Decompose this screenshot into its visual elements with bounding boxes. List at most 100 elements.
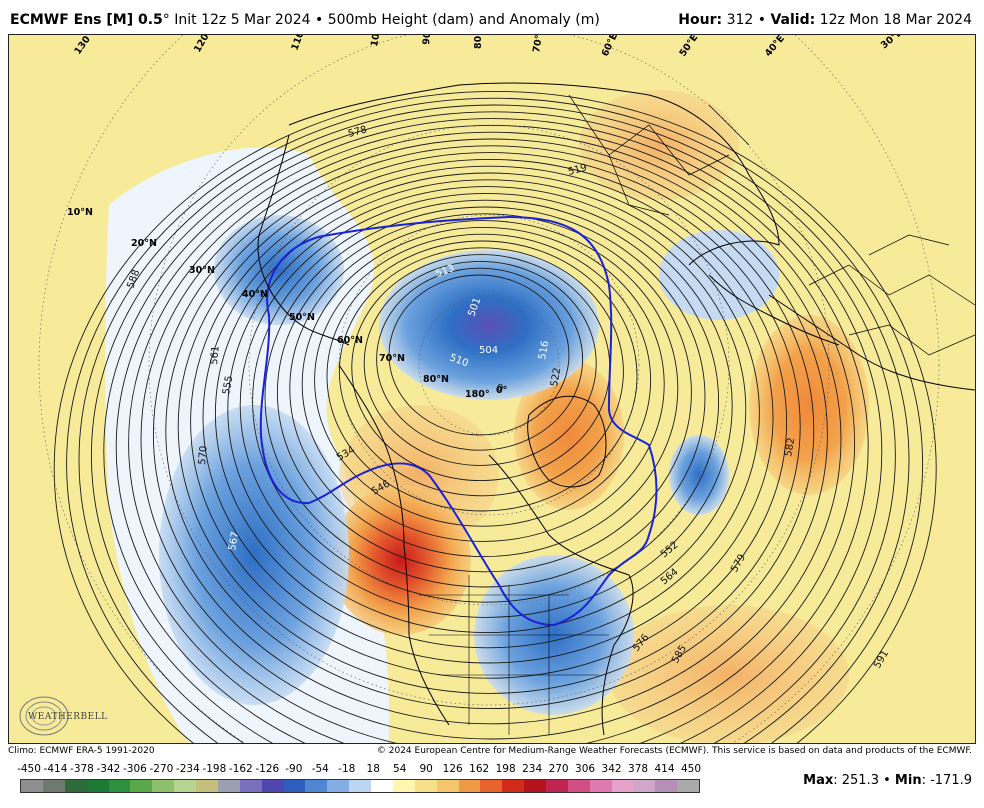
height-contour-line bbox=[165, 152, 815, 710]
trough-540-line bbox=[259, 215, 658, 627]
colorbar-label: -414 bbox=[43, 763, 68, 775]
colorbar-swatch bbox=[677, 780, 700, 792]
latitude-label: 30°N bbox=[189, 265, 215, 276]
max-min-separator: • bbox=[878, 773, 895, 788]
height-contour-line bbox=[314, 233, 652, 527]
country-borders-europe bbox=[568, 94, 750, 216]
min-value: : -171.9 bbox=[921, 773, 972, 788]
height-contour-line bbox=[190, 165, 788, 679]
colorbar-swatch bbox=[283, 780, 306, 792]
anomaly-warm-east-europe bbox=[579, 90, 739, 200]
height-contour-line bbox=[239, 192, 733, 618]
colorbar-label: 342 bbox=[601, 763, 622, 775]
colorbar-label: -270 bbox=[149, 763, 174, 775]
colorbar-label: 414 bbox=[654, 763, 675, 775]
copyright-credit: © 2024 European Centre for Medium-Range … bbox=[376, 746, 972, 756]
max-value: : 251.3 bbox=[833, 773, 879, 788]
latitude-label: 10°N bbox=[67, 207, 93, 218]
colorbar-swatch bbox=[349, 780, 371, 792]
contour-label: 516 bbox=[537, 340, 551, 361]
height-contour-line bbox=[53, 91, 937, 743]
height-contour-line bbox=[202, 172, 774, 664]
degree-sign: ° bbox=[162, 12, 170, 28]
colorbar-swatch bbox=[130, 780, 153, 792]
coast-greenland bbox=[527, 395, 607, 488]
colorbar-swatch bbox=[108, 780, 131, 792]
colorbar-swatch bbox=[196, 780, 218, 792]
height-contour-line bbox=[388, 274, 570, 436]
longitude-label: 0° bbox=[496, 385, 507, 396]
height-contour-line bbox=[78, 104, 910, 743]
colorbar-swatch bbox=[436, 780, 459, 792]
state-borders-us bbox=[419, 575, 609, 735]
longitude-label: 180° bbox=[465, 389, 490, 400]
colorbar-label: -54 bbox=[311, 763, 329, 775]
height-contour-line bbox=[214, 179, 760, 649]
max-min-readout: Max: 251.3 • Min: -171.9 bbox=[803, 773, 972, 788]
longitude-label: 80°E bbox=[473, 35, 484, 49]
climo-credit: Climo: ECMWF ERA-5 1991-2020 bbox=[8, 746, 155, 756]
contour-label: 522 bbox=[549, 367, 563, 388]
height-contour-line bbox=[289, 220, 679, 558]
colorbar-swatch bbox=[480, 780, 503, 792]
contour-label: 561 bbox=[209, 345, 222, 365]
contour-label: 555 bbox=[221, 375, 235, 396]
contour-label: 578 bbox=[347, 124, 368, 140]
latitude-label: 20°N bbox=[131, 238, 157, 249]
contour-label: 567 bbox=[227, 531, 241, 552]
colorbar-label: 198 bbox=[495, 763, 516, 775]
model-name: ECMWF Ens [M] 0.5 bbox=[10, 12, 163, 28]
anomaly-warm-greenland-west bbox=[514, 360, 624, 510]
colorbar-swatch bbox=[458, 780, 481, 792]
height-contour-line bbox=[326, 240, 638, 512]
latitude-circles bbox=[38, 35, 940, 743]
anomaly-cold-japan bbox=[214, 215, 344, 325]
contour-label: 0 bbox=[497, 383, 503, 394]
borders-africa bbox=[808, 234, 975, 356]
colorbar-label: -162 bbox=[228, 763, 253, 775]
height-contour-line bbox=[140, 138, 842, 740]
height-contour-line bbox=[363, 260, 597, 466]
colorbar-label: -90 bbox=[285, 763, 303, 775]
colorbar-label: 306 bbox=[575, 763, 596, 775]
latitude-labels: 10°N 20°N 30°N 40°N 50°N 60°N 70°N 80°N bbox=[67, 207, 449, 385]
height-contour-line bbox=[115, 125, 869, 743]
colorbar-label: -126 bbox=[255, 763, 280, 775]
colorbar-swatch bbox=[64, 780, 87, 792]
contour-label: 582 bbox=[783, 437, 797, 458]
height-contour-line bbox=[301, 226, 665, 542]
colorbar-label: 270 bbox=[548, 763, 569, 775]
init-and-field: Init 12z 5 Mar 2024 • 500mb Height (dam)… bbox=[169, 12, 600, 28]
colorbar-label: 18 bbox=[366, 763, 380, 775]
colorbar-swatch bbox=[655, 780, 678, 792]
height-contour-line bbox=[264, 206, 706, 588]
height-contours bbox=[53, 91, 937, 743]
colorbar-swatch bbox=[239, 780, 262, 792]
colorbar-swatch bbox=[42, 780, 65, 792]
colorbar-swatch bbox=[633, 780, 656, 792]
colorbar-swatch bbox=[589, 780, 612, 792]
colorbar-swatch bbox=[217, 780, 240, 792]
colorbar-label: 90 bbox=[419, 763, 433, 775]
colorbar-label: -306 bbox=[122, 763, 147, 775]
height-contour-line bbox=[66, 97, 923, 743]
height-contour-line bbox=[103, 118, 883, 743]
coast-east-asia bbox=[257, 134, 350, 346]
height-contour-line bbox=[252, 199, 720, 603]
height-contour-line bbox=[177, 158, 801, 694]
colorbar-label: 126 bbox=[442, 763, 463, 775]
colorbar-swatch bbox=[371, 780, 393, 792]
colorbar-label: 450 bbox=[680, 763, 702, 775]
anomaly-cold-atlantic bbox=[669, 435, 729, 515]
colorbar-swatch bbox=[524, 780, 546, 792]
anomaly-colorbar: -450 -414 -378 -342 -306 -270 -234 -198 -162 -126… bbox=[17, 763, 702, 793]
colorbar-label: -342 bbox=[96, 763, 121, 775]
colorbar-swatch bbox=[305, 780, 328, 792]
polar-stereographic-map: 10°N20°N30°N40°N50°N60°N70°N80°N 130°E 12… bbox=[9, 35, 975, 743]
colorbar-swatch bbox=[546, 780, 568, 792]
latitude-label: 50°N bbox=[289, 312, 315, 323]
colorbar-swatch bbox=[611, 780, 634, 792]
height-contour-line bbox=[227, 186, 747, 634]
colorbar-label: 378 bbox=[628, 763, 649, 775]
max-label: Max bbox=[803, 773, 834, 788]
